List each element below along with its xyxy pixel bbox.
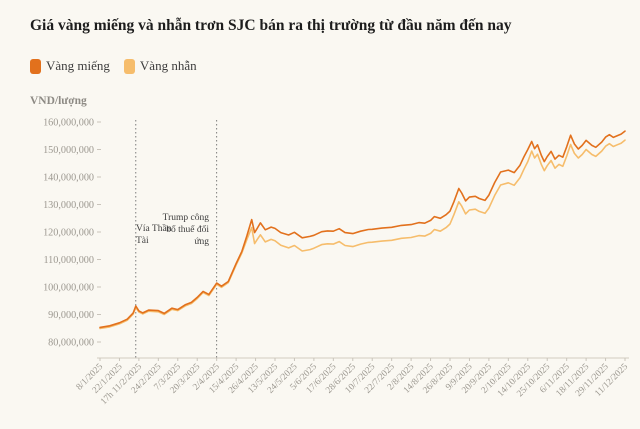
- y-axis-tick-label: 160,000,000: [43, 118, 94, 129]
- legend-item-vang-nhan: Vàng nhẫn: [123, 58, 197, 74]
- legend-label-vang-nhan: Vàng nhẫn: [139, 58, 197, 73]
- legend-swatch-vang-nhan: [123, 58, 135, 74]
- y-axis-tick-label: 120,000,000: [43, 228, 94, 239]
- annotation-line: bố thuế đối: [166, 225, 209, 235]
- series-line-vang-nhan: [99, 139, 626, 330]
- y-axis-tick-label: 100,000,000: [43, 283, 94, 294]
- y-axis-unit-label: VND/lượng: [30, 95, 87, 107]
- annotation-line: ứng: [194, 237, 209, 247]
- legend-swatch-vang-mieng: [30, 58, 41, 74]
- annotation-trump-tariff: Trump công bố thuế đối ứng: [128, 212, 209, 248]
- annotation-via-than-tai: Vía Thần Tài: [136, 223, 188, 247]
- annotation-line: Trump công: [162, 213, 209, 223]
- annotation-line: Tài: [136, 236, 149, 246]
- chart-title: Giá vàng miếng và nhẫn trơn SJC bán ra t…: [30, 17, 512, 34]
- chart-legend: Vàng miếng Vàng nhẫn: [30, 58, 197, 74]
- y-axis-tick-label: 90,000,000: [48, 310, 94, 321]
- y-axis-tick-label: 130,000,000: [43, 200, 94, 211]
- y-axis-tick-label: 80,000,000: [48, 338, 94, 349]
- legend-label-vang-mieng: Vàng miếng: [46, 58, 110, 73]
- y-axis-tick-label: 110,000,000: [43, 255, 94, 266]
- y-axis-tick-label: 140,000,000: [43, 173, 94, 184]
- series-line-vang-mieng: [99, 130, 626, 329]
- y-axis-tick-label: 150,000,000: [43, 145, 94, 156]
- annotation-line: Vía Thần: [136, 224, 172, 234]
- legend-item-vang-mieng: Vàng miếng: [30, 58, 110, 74]
